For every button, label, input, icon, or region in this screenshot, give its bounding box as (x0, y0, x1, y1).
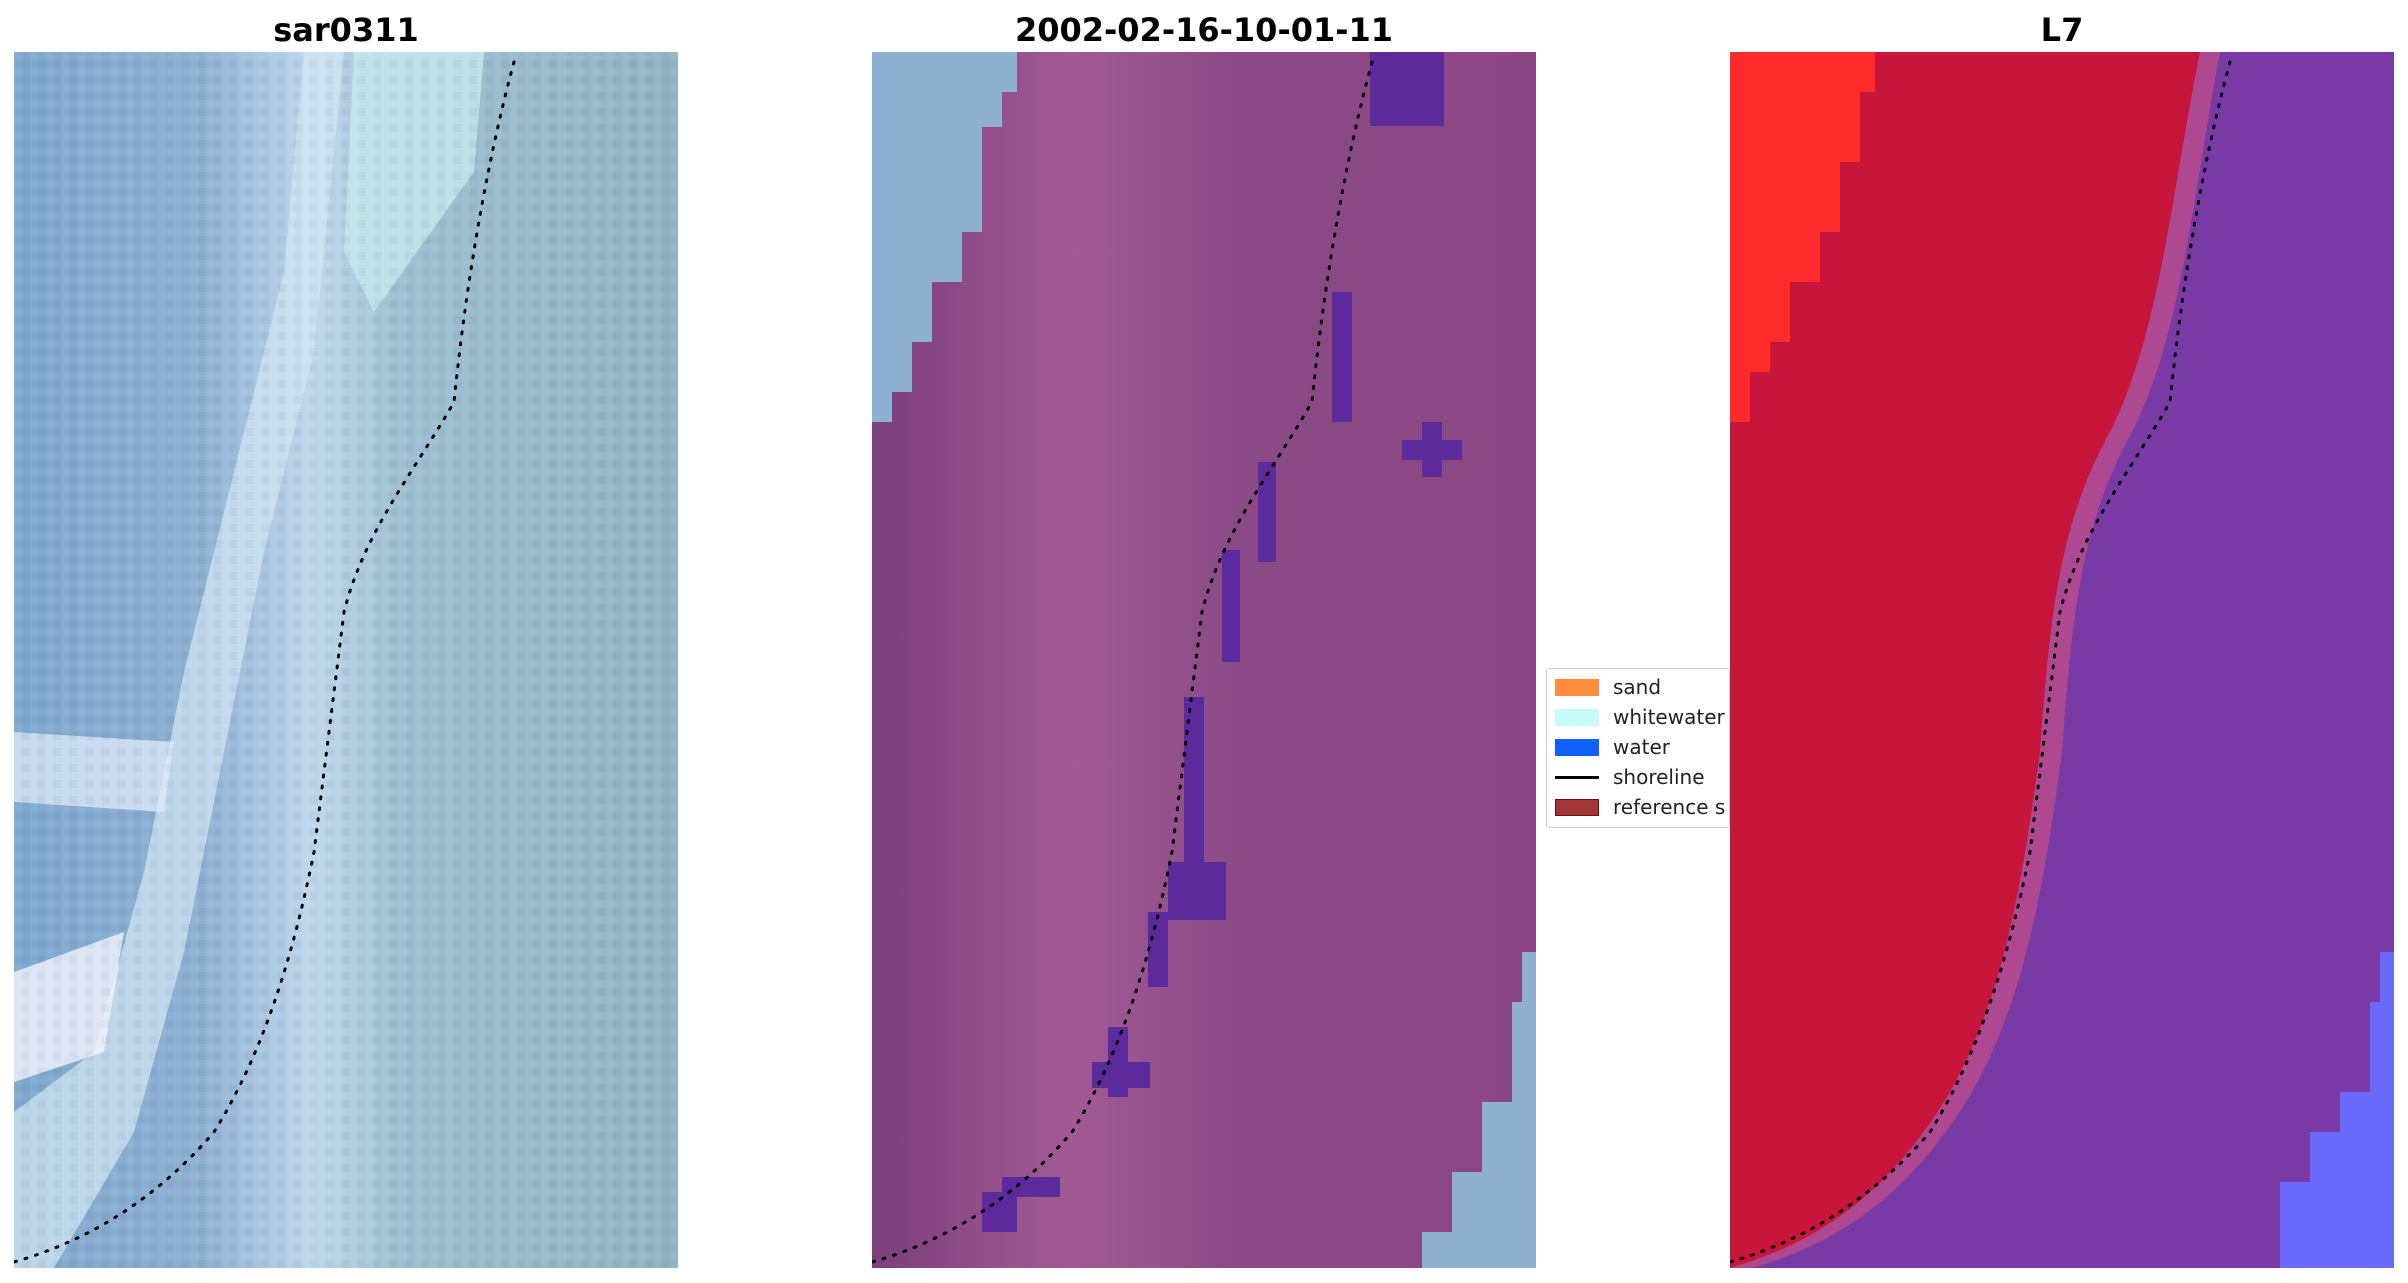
legend-item-sand: sand (1555, 675, 1661, 699)
sar-image (14, 52, 678, 1268)
legend-swatch-sand (1555, 678, 1599, 696)
legend-item-shoreline: shoreline (1555, 765, 1705, 789)
legend-line-shoreline (1555, 775, 1599, 779)
legend-label: reference s (1613, 795, 1726, 819)
legend-label: sand (1613, 675, 1662, 699)
legend: sand whitewater water shoreline referenc… (1546, 668, 1730, 828)
legend-item-water: water (1555, 735, 1670, 759)
shoreline (1730, 60, 2232, 1264)
legend-swatch-whitewater (1555, 708, 1599, 726)
panel-image-1 (14, 52, 678, 1268)
false-color-image (1730, 52, 2394, 1268)
panel-image-3 (1730, 52, 2394, 1268)
panel-title-2: 2002-02-16-10-01-11 (1014, 11, 1394, 49)
panel-title-3: L7 (2040, 11, 2084, 49)
panel-title-1: sar0311 (273, 11, 419, 49)
legend-item-reference: reference s (1555, 795, 1725, 819)
legend-label: whitewater (1613, 705, 1725, 729)
panel-image-2 (872, 52, 1536, 1268)
legend-label: shoreline (1613, 765, 1705, 789)
legend-label: water (1613, 735, 1670, 759)
legend-swatch-water (1555, 738, 1599, 756)
classified-image (872, 52, 1536, 1268)
legend-swatch-reference (1555, 798, 1599, 816)
legend-item-whitewater: whitewater (1555, 705, 1725, 729)
shoreline (14, 60, 516, 1264)
shoreline (872, 60, 1374, 1264)
